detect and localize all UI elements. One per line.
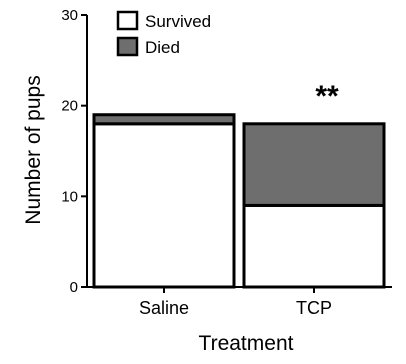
y-axis-title: Number of pups <box>22 75 45 224</box>
y-tick-label-10: 10 <box>61 188 78 205</box>
y-tick-label-20: 20 <box>61 98 78 115</box>
x-tick-label-tcp: TCP <box>296 298 332 318</box>
legend-label-died: Died <box>145 38 180 57</box>
legend-label-survived: Survived <box>145 12 211 31</box>
y-tick-label-30: 30 <box>61 7 78 24</box>
x-axis-title: Treatment <box>199 332 294 355</box>
legend-swatch-died <box>116 36 139 57</box>
ticks-layer: 0 10 20 30 Saline TCP <box>61 7 332 318</box>
legend-swatch-survived <box>116 10 139 31</box>
bars-layer <box>92 113 386 289</box>
bar-tcp-survived <box>242 203 386 289</box>
annotation-layer: ** <box>315 80 339 113</box>
x-tick-label-saline: Saline <box>139 298 189 318</box>
bar-saline-died <box>92 113 236 126</box>
legend: Survived Died <box>116 10 211 57</box>
significance-annotation: ** <box>315 80 339 113</box>
labels-layer: Treatment Number of pups <box>22 75 294 355</box>
bar-tcp-died <box>242 122 386 207</box>
axes-layer <box>86 15 392 288</box>
bar-saline-survived <box>92 122 236 289</box>
y-tick-label-0: 0 <box>70 279 78 296</box>
